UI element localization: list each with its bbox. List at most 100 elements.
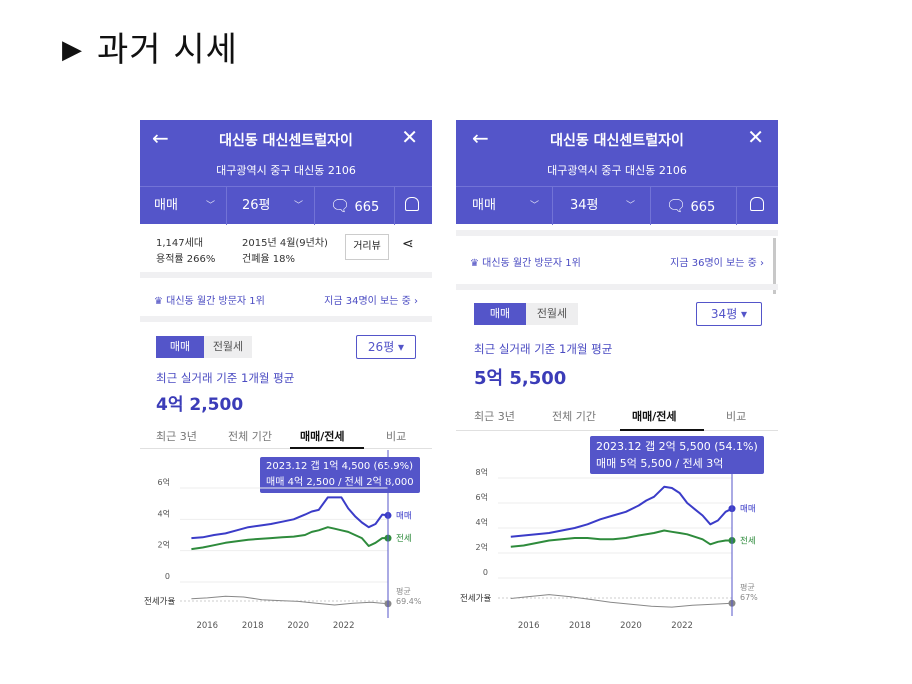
x-tick-label: 2020: [287, 621, 309, 630]
app-header: ← 대신동 대신센트럴자이 ✕ 대구광역시 중구 대신동 2106 매매 ﹀ 3…: [456, 120, 778, 225]
chevron-down-icon: ﹀: [294, 201, 304, 211]
chart-tabs: 최근 3년 전체 기간 매매/전세 비교: [456, 402, 778, 431]
slide-title: ▶ 과거 시세: [62, 30, 238, 70]
tab-3years[interactable]: 최근 3년: [156, 430, 197, 443]
visit-rank: ♛ 대신동 월간 방문자 1위: [470, 258, 581, 269]
avg-label: 최근 실거래 기준 1개월 평균: [474, 342, 613, 356]
chevron-down-icon: ﹀: [206, 201, 216, 211]
notification-button[interactable]: [750, 187, 764, 225]
legend-jeonse: 전세: [740, 536, 756, 547]
bell-icon: [405, 197, 419, 211]
viewers-link[interactable]: 지금 34명이 보는 중 ›: [324, 296, 418, 307]
filter-bar: 매매 ﹀ 26평 ﹀ 🗨 665: [140, 186, 432, 225]
floor-area-ratio: 용적률 266%: [156, 254, 216, 265]
ratio-axis-label: 전세가율: [144, 596, 175, 607]
scrollbar[interactable]: [773, 238, 776, 294]
built-date: 2015년 4월(9년차): [242, 238, 328, 249]
street-view-button[interactable]: 거리뷰: [345, 234, 389, 260]
crown-icon: ♛: [470, 258, 479, 269]
size-dropdown[interactable]: 34평 ▾: [696, 302, 762, 326]
building-coverage: 건폐율 18%: [242, 254, 296, 265]
ratio-avg-value: 69.4%: [396, 597, 422, 606]
app-header: ← 대신동 대신센트럴자이 ✕ 대구광역시 중구 대신동 2106 매매 ﹀ 2…: [140, 120, 432, 225]
notification-button[interactable]: [405, 187, 419, 225]
series-line-ratio: [191, 595, 389, 606]
legend-ratio-avg: 평균: [396, 586, 411, 596]
tab-3years[interactable]: 최근 3년: [474, 410, 515, 423]
chart-tooltip: 2023.12 갭 2억 5,500 (54.1%) 매매 5억 5,500 /…: [590, 436, 764, 474]
legend-jeonse: 전세: [396, 533, 412, 544]
chart-tabs: 최근 3년 전체 기간 매매/전세 비교: [140, 422, 432, 449]
toggle-jeonse[interactable]: 전월세: [204, 336, 252, 358]
triangle-bullet-icon: ▶: [62, 35, 83, 65]
series-line-ratio: [510, 594, 733, 608]
back-arrow-icon[interactable]: ←: [472, 126, 489, 150]
x-tick-label: 2022: [671, 621, 693, 630]
y-tick-label: 0: [483, 568, 488, 577]
x-tick-label: 2018: [242, 621, 264, 630]
chevron-down-icon: ﹀: [626, 201, 636, 211]
y-tick-label: 2억: [158, 540, 170, 550]
x-tick-label: 2016: [518, 621, 540, 630]
y-tick-label: 4억: [476, 517, 488, 527]
toggle-sale[interactable]: 매매: [156, 336, 204, 358]
bell-icon: [750, 197, 764, 211]
divider: [456, 230, 778, 236]
complex-address: 대구광역시 중구 대신동 2106: [547, 164, 687, 177]
close-icon[interactable]: ✕: [401, 125, 418, 149]
x-tick-label: 2018: [569, 621, 591, 630]
y-tick-label: 0: [165, 572, 170, 581]
deal-type-select[interactable]: 매매: [154, 198, 178, 213]
avg-value: 4억 2,500: [156, 395, 244, 415]
series-line-jeonse: [191, 526, 388, 551]
chart-tooltip: 2023.12 갭 1억 4,500 (65.9%) 매매 4억 2,500 /…: [260, 457, 420, 493]
tab-sale-jeonse[interactable]: 매매/전세: [300, 430, 345, 443]
x-tick-label: 2016: [196, 621, 218, 630]
complex-title: 대신동 대신센트럴자이: [550, 133, 684, 149]
legend-ratio-avg: 평균: [740, 582, 755, 592]
y-tick-label: 2억: [476, 542, 488, 552]
series-line-jeonse: [510, 529, 732, 548]
chevron-down-icon: ﹀: [530, 201, 540, 211]
size-dropdown[interactable]: 26평 ▾: [356, 335, 416, 359]
visit-rank: ♛ 대신동 월간 방문자 1위: [154, 296, 265, 307]
viewers-link[interactable]: 지금 36명이 보는 중 ›: [670, 258, 764, 269]
toggle-sale[interactable]: 매매: [474, 303, 526, 325]
divider: [140, 316, 432, 322]
tab-all[interactable]: 전체 기간: [228, 430, 272, 443]
divider: [140, 272, 432, 278]
ratio-avg-value: 67%: [740, 593, 758, 602]
comments-button[interactable]: 🗨 665: [666, 196, 716, 215]
speech-bubble-icon: 🗨: [330, 196, 351, 215]
x-tick-label: 2020: [620, 621, 642, 630]
size-select[interactable]: 26평: [242, 198, 271, 213]
x-tick-label: 2022: [333, 621, 355, 630]
divider: [456, 284, 778, 290]
tab-compare[interactable]: 비교: [726, 410, 747, 423]
crown-icon: ♛: [154, 296, 163, 307]
tab-compare[interactable]: 비교: [386, 430, 407, 443]
y-tick-label: 6억: [476, 492, 488, 502]
deal-type-select[interactable]: 매매: [472, 198, 496, 213]
tab-sale-jeonse[interactable]: 매매/전세: [632, 410, 677, 423]
phone-screen-26: ← 대신동 대신센트럴자이 ✕ 대구광역시 중구 대신동 2106 매매 ﹀ 2…: [140, 120, 432, 630]
series-line-sale: [510, 485, 733, 538]
toggle-jeonse[interactable]: 전월세: [526, 303, 578, 325]
share-icon[interactable]: ⋖: [402, 236, 414, 252]
close-icon[interactable]: ✕: [747, 125, 764, 149]
legend-sale: 매매: [396, 511, 412, 521]
y-tick-label: 6억: [158, 477, 170, 487]
tab-all[interactable]: 전체 기간: [552, 410, 596, 423]
complex-title: 대신동 대신센트럴자이: [219, 133, 353, 149]
size-select[interactable]: 34평: [570, 198, 599, 213]
ratio-axis-label: 전세가율: [460, 593, 491, 604]
y-tick-label: 8억: [476, 467, 488, 477]
series-line-sale: [191, 496, 389, 540]
households: 1,147세대: [156, 238, 204, 249]
legend-sale: 매매: [740, 505, 756, 515]
filter-bar: 매매 ﹀ 34평 ﹀ 🗨 665: [456, 186, 778, 225]
back-arrow-icon[interactable]: ←: [152, 126, 169, 150]
comments-button[interactable]: 🗨 665: [330, 196, 380, 215]
